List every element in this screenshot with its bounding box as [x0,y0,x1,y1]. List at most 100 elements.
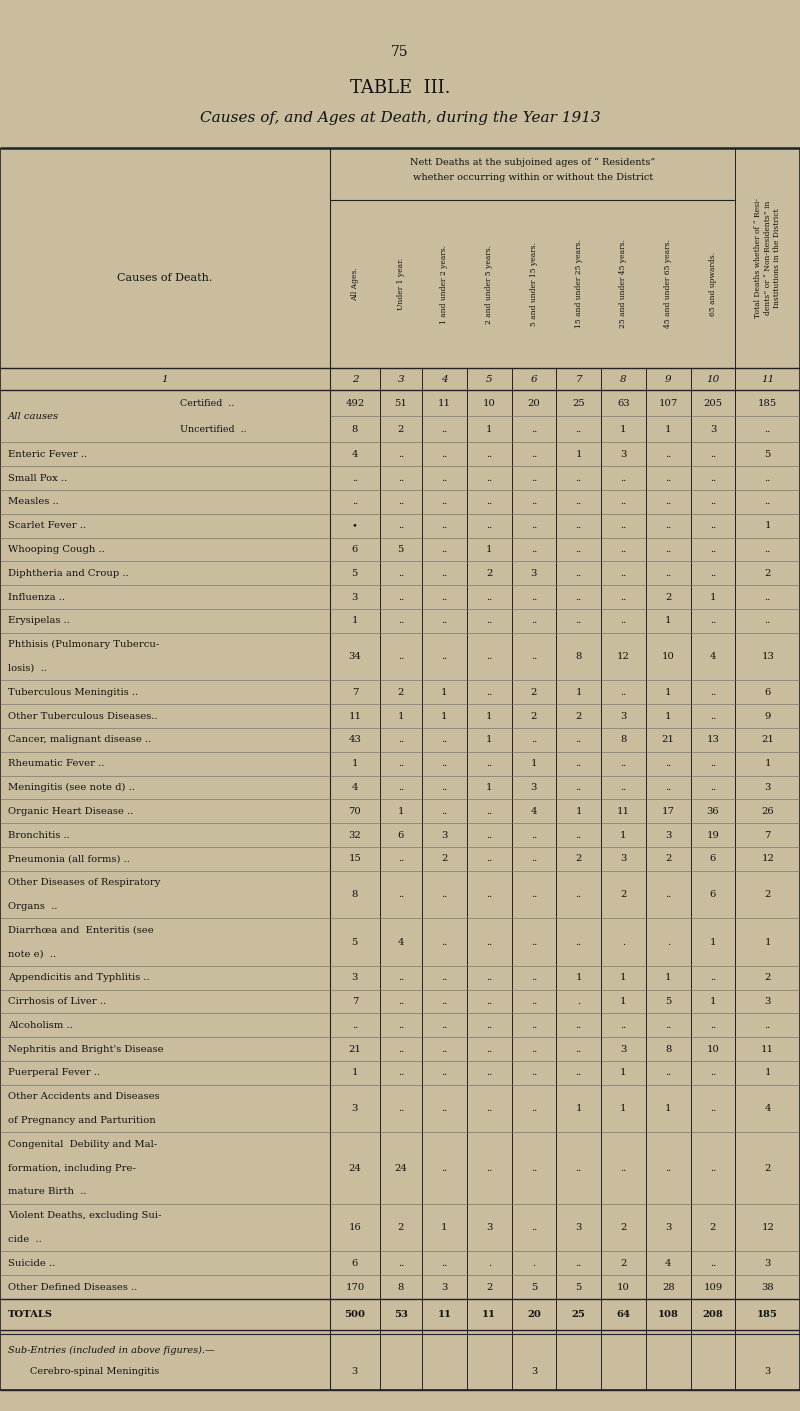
Text: Under 1 year.: Under 1 year. [397,258,405,310]
Text: 10: 10 [482,398,495,408]
Text: 8: 8 [352,425,358,433]
Text: ..: .. [398,890,404,899]
Text: 2 and under 5 years.: 2 and under 5 years. [485,244,493,323]
Text: 12: 12 [762,1223,774,1232]
Text: of Pregnancy and Parturition: of Pregnancy and Parturition [8,1116,156,1125]
Text: ..: .. [486,807,492,816]
Text: 34: 34 [349,652,362,660]
Text: 2: 2 [620,1223,626,1232]
Text: ..: .. [765,593,770,601]
Text: 51: 51 [394,398,407,408]
Text: 4: 4 [765,1105,771,1113]
Text: ..: .. [665,497,671,507]
Text: ..: .. [486,759,492,768]
Text: Alcoholism ..: Alcoholism .. [8,1022,73,1030]
Text: cide  ..: cide .. [8,1235,42,1245]
Text: 492: 492 [346,398,365,408]
Text: 8: 8 [352,890,358,899]
Text: ..: .. [486,937,492,947]
Text: 7: 7 [575,374,582,384]
Text: 2: 2 [398,687,404,697]
Text: 1: 1 [530,759,537,768]
Text: 107: 107 [658,398,678,408]
Text: 10: 10 [662,652,674,660]
Text: ..: .. [530,1068,537,1078]
Text: 3: 3 [620,450,626,459]
Text: ..: .. [710,1105,716,1113]
Text: 1: 1 [620,974,626,982]
Text: ..: .. [575,545,582,555]
Text: ..: .. [620,569,626,577]
Text: 12: 12 [617,652,630,660]
Text: 1: 1 [620,998,626,1006]
Text: ..: .. [710,974,716,982]
Text: 2: 2 [398,425,404,433]
Text: ..: .. [620,593,626,601]
Text: 24: 24 [394,1164,407,1173]
Text: ..: .. [620,474,626,483]
Text: 20: 20 [527,1309,541,1319]
Text: ..: .. [765,474,770,483]
Text: ..: .. [486,854,492,864]
Text: ..: .. [442,735,447,745]
Text: Cirrhosis of Liver ..: Cirrhosis of Liver .. [8,998,106,1006]
Text: ..: .. [530,735,537,745]
Text: Rheumatic Fever ..: Rheumatic Fever .. [8,759,104,768]
Text: ..: .. [352,497,358,507]
Text: 15: 15 [349,854,362,864]
Text: ..: .. [665,521,671,531]
Text: 1: 1 [665,711,671,721]
Text: ..: .. [398,1105,404,1113]
Text: 1: 1 [575,974,582,982]
Text: 13: 13 [762,652,774,660]
Text: 1: 1 [620,1068,626,1078]
Text: 11: 11 [617,807,630,816]
Text: 2: 2 [765,1164,771,1173]
Text: ..: .. [530,617,537,625]
Text: 25: 25 [572,398,585,408]
Text: 65 and upwards.: 65 and upwards. [709,253,717,316]
Text: 10: 10 [617,1283,630,1291]
Text: 1: 1 [441,711,448,721]
Text: 1: 1 [352,1068,358,1078]
Text: ..: .. [530,652,537,660]
Text: 10: 10 [706,1044,719,1054]
Text: Total Deaths whether of “ Resi-
dents” or “ Non-Residents” in
Institutions in th: Total Deaths whether of “ Resi- dents” o… [754,198,781,317]
Text: ..: .. [710,1164,716,1173]
Text: ..: .. [710,759,716,768]
Text: ..: .. [442,521,447,531]
Text: ..: .. [442,783,447,792]
Text: ..: .. [710,521,716,531]
Text: 1: 1 [665,425,671,433]
Text: 53: 53 [394,1309,408,1319]
Text: ..: .. [442,652,447,660]
Text: Tuberculous Meningitis ..: Tuberculous Meningitis .. [8,687,138,697]
Text: 10: 10 [706,374,719,384]
Text: 1: 1 [765,937,771,947]
Text: ..: .. [486,1022,492,1030]
Text: 1: 1 [665,974,671,982]
Text: ..: .. [710,783,716,792]
Text: ..: .. [710,497,716,507]
Text: ..: .. [710,711,716,721]
Text: ..: .. [530,1223,537,1232]
Text: 25 and under 45 years.: 25 and under 45 years. [619,240,627,329]
Text: ..: .. [765,617,770,625]
Text: Congenital  Debility and Mal-: Congenital Debility and Mal- [8,1140,157,1149]
Text: 5: 5 [530,1283,537,1291]
Text: ..: .. [442,450,447,459]
Text: 4: 4 [398,937,404,947]
Text: ..: .. [398,521,404,531]
Text: Enteric Fever ..: Enteric Fever .. [8,450,87,459]
Text: 3: 3 [486,1223,492,1232]
Text: ..: .. [398,974,404,982]
Text: 8: 8 [575,652,582,660]
Text: Cancer, malignant disease ..: Cancer, malignant disease .. [8,735,151,745]
Text: Meningitis (see note d) ..: Meningitis (see note d) .. [8,783,135,792]
Text: 5: 5 [486,374,493,384]
Text: 11: 11 [482,1309,496,1319]
Text: Phthisis (Pulmonary Tubercu-: Phthisis (Pulmonary Tubercu- [8,641,159,649]
Text: ..: .. [665,545,671,555]
Text: 1: 1 [398,807,404,816]
Text: 1: 1 [765,1068,771,1078]
